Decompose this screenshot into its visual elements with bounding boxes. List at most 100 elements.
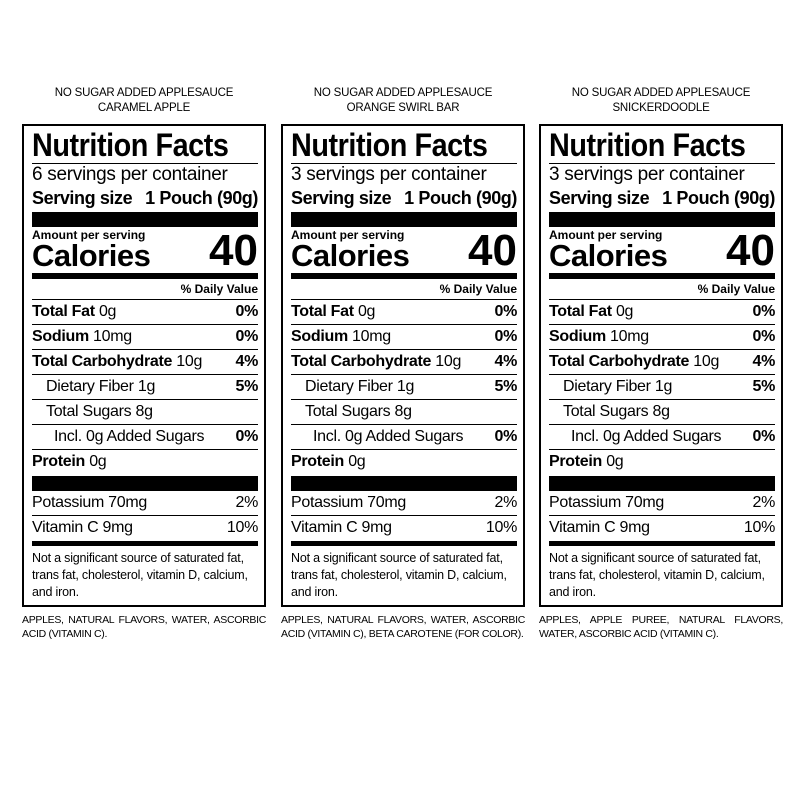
nutrition-facts-label: Nutrition Facts 3 servings per container… <box>539 124 783 607</box>
nutrient-name: Incl. 0g Added Sugars <box>313 428 464 445</box>
flavor-name: CARAMEL APPLE <box>97 102 191 114</box>
nutrient-row-total-sugars: Total Sugars 8g <box>549 399 775 424</box>
nutrient-row-total-fat: Total Fat 0g 0% <box>549 299 775 324</box>
nutrient-name: Total Carbohydrate <box>32 353 173 370</box>
thick-divider <box>291 212 517 227</box>
vitamin-name: Potassium <box>549 494 621 511</box>
nutrient-amount: 10mg <box>352 328 391 345</box>
vitamin-name: Vitamin C <box>291 519 358 536</box>
vitamin-row-potassium: Potassium 70mg 2% <box>291 491 517 515</box>
serving-size-value: 1 Pouch (90g) <box>662 188 775 208</box>
nutrient-name: Protein <box>291 453 345 470</box>
nutrient-row-total-carbohydrate: Total Carbohydrate 10g 4% <box>291 349 517 374</box>
nutrient-name: Sodium <box>32 328 89 345</box>
nutrient-dv: 4% <box>494 353 517 370</box>
footnote: Not a significant source of saturated fa… <box>291 551 507 599</box>
medium-divider <box>291 273 517 279</box>
vitamin-row-potassium: Potassium 70mg 2% <box>549 491 775 515</box>
product-caption: NO SUGAR ADDED APPLESAUCE SNICKERDOODLE <box>539 86 783 116</box>
vitamin-dv: 2% <box>752 494 775 511</box>
nutrient-name: Sodium <box>549 328 606 345</box>
nutrition-panel-snickerdoodle: NO SUGAR ADDED APPLESAUCE SNICKERDOODLE … <box>539 86 783 641</box>
nutrient-dv: 5% <box>752 378 775 395</box>
serving-size-label: Serving size <box>291 188 392 208</box>
servings-per-container: 3 servings per container <box>549 164 745 185</box>
nutrient-dv: 0% <box>494 303 517 320</box>
nutrient-row-sodium: Sodium 10mg 0% <box>32 324 258 349</box>
vitamin-dv: 2% <box>494 494 517 511</box>
nutrient-name: Protein <box>549 453 603 470</box>
serving-size-label: Serving size <box>549 188 650 208</box>
daily-value-header: % Daily Value <box>439 282 517 296</box>
vitamin-amount: 70mg <box>108 494 147 511</box>
vitamin-row-vitamin-c: Vitamin C 9mg 10% <box>549 515 775 540</box>
nutrient-name: Incl. 0g Added Sugars <box>571 428 722 445</box>
flavor-name: SNICKERDOODLE <box>612 102 710 114</box>
calories-label: Calories <box>549 238 668 273</box>
serving-size-row: Serving size 1 Pouch (90g) <box>549 186 775 210</box>
nutrient-amount: 10g <box>693 353 720 370</box>
nutrition-facts-title: Nutrition Facts <box>291 127 488 163</box>
serving-size-value: 1 Pouch (90g) <box>145 188 258 208</box>
nutrient-name: Total Fat <box>291 303 354 320</box>
nutrient-dv: 0% <box>235 328 258 345</box>
product-line: NO SUGAR ADDED APPLESAUCE <box>313 87 493 99</box>
nutrient-row-total-sugars: Total Sugars 8g <box>291 399 517 424</box>
calories-value: 40 <box>468 226 517 275</box>
nutrient-row-added-sugars: Incl. 0g Added Sugars 0% <box>291 424 517 449</box>
nutrient-amount: 0g <box>348 453 366 470</box>
nutrition-panel-orange-swirl-bar: NO SUGAR ADDED APPLESAUCE ORANGE SWIRL B… <box>281 86 525 641</box>
nutrient-amount: 0g <box>606 453 624 470</box>
nutrition-facts-title: Nutrition Facts <box>549 127 746 163</box>
flavor-name: ORANGE SWIRL BAR <box>346 102 460 114</box>
nutrient-dv: 0% <box>235 428 258 445</box>
nutrient-name: Dietary Fiber <box>305 378 393 395</box>
nutrient-amount: 10mg <box>610 328 649 345</box>
nutrition-facts-label: Nutrition Facts 6 servings per container… <box>22 124 266 607</box>
product-line: NO SUGAR ADDED APPLESAUCE <box>571 87 751 99</box>
nutrient-name: Dietary Fiber <box>46 378 134 395</box>
nutrient-amount: 1g <box>137 378 156 395</box>
vitamin-amount: 70mg <box>625 494 664 511</box>
vitamin-dv: 10% <box>743 519 775 536</box>
amount-per-serving: Amount per serving <box>32 228 146 242</box>
thick-divider <box>291 476 517 491</box>
thick-divider <box>549 212 775 227</box>
serving-size-value: 1 Pouch (90g) <box>404 188 517 208</box>
nutrient-amount: 8g <box>394 403 413 420</box>
nutrient-row-dietary-fiber: Dietary Fiber 1g 5% <box>32 374 258 399</box>
nutrient-dv: 0% <box>494 428 517 445</box>
nutrient-row-total-carbohydrate: Total Carbohydrate 10g 4% <box>32 349 258 374</box>
nutrient-name: Protein <box>32 453 86 470</box>
vitamin-name: Potassium <box>291 494 363 511</box>
nutrient-name: Total Fat <box>549 303 612 320</box>
nutrient-dv: 0% <box>235 303 258 320</box>
nutrient-row-protein: Protein 0g <box>32 449 258 474</box>
nutrient-row-total-sugars: Total Sugars 8g <box>32 399 258 424</box>
nutrient-row-total-fat: Total Fat 0g 0% <box>291 299 517 324</box>
calories-value: 40 <box>726 226 775 275</box>
vitamin-row-potassium: Potassium 70mg 2% <box>32 491 258 515</box>
nutrient-dv: 4% <box>235 353 258 370</box>
nutrient-row-sodium: Sodium 10mg 0% <box>549 324 775 349</box>
nutrient-row-sodium: Sodium 10mg 0% <box>291 324 517 349</box>
vitamin-name: Vitamin C <box>549 519 616 536</box>
nutrient-row-dietary-fiber: Dietary Fiber 1g 5% <box>291 374 517 399</box>
nutrient-name: Total Carbohydrate <box>291 353 432 370</box>
nutrient-dv: 0% <box>752 428 775 445</box>
nutrient-dv: 0% <box>494 328 517 345</box>
calories-row: Calories 40 <box>291 229 517 273</box>
nutrient-row-dietary-fiber: Dietary Fiber 1g 5% <box>549 374 775 399</box>
vitamin-row-vitamin-c: Vitamin C 9mg 10% <box>32 515 258 540</box>
nutrient-row-added-sugars: Incl. 0g Added Sugars 0% <box>32 424 258 449</box>
nutrient-name: Total Fat <box>32 303 95 320</box>
nutrient-dv: 5% <box>494 378 517 395</box>
calories-label: Calories <box>291 238 410 273</box>
medium-divider <box>32 541 258 546</box>
nutrient-dv: 0% <box>752 328 775 345</box>
nutrient-name: Dietary Fiber <box>563 378 651 395</box>
calories-row: Calories 40 <box>549 229 775 273</box>
medium-divider <box>291 541 517 546</box>
nutrition-facts-label: Nutrition Facts 3 servings per container… <box>281 124 525 607</box>
product-line: NO SUGAR ADDED APPLESAUCE <box>54 87 234 99</box>
